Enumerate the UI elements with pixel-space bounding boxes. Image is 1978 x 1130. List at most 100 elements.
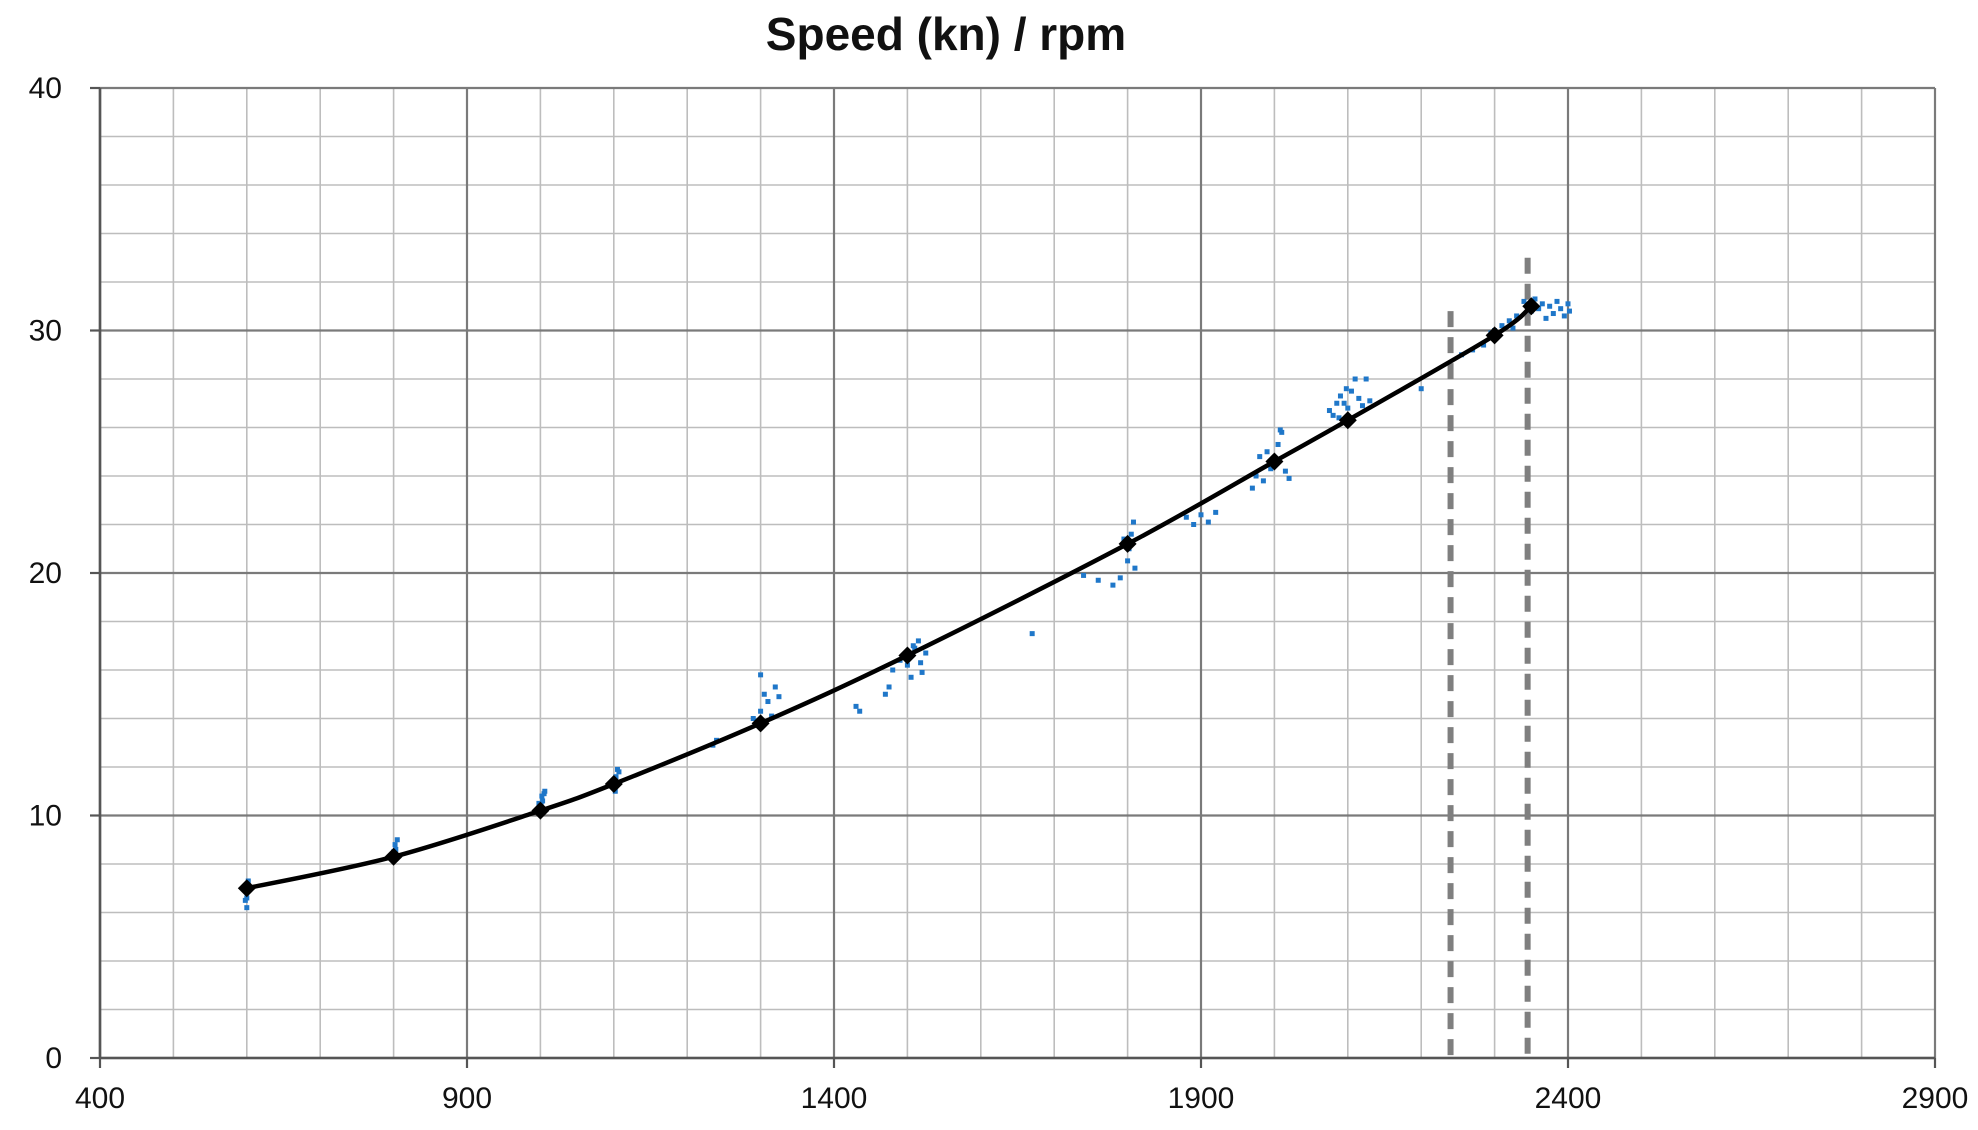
chart-title: Speed (kn) / rpm [766, 8, 1126, 60]
scatter-point [886, 684, 892, 690]
scatter-point [1277, 427, 1283, 433]
reference-lines [1447, 257, 1531, 1058]
scatter-point [1128, 531, 1134, 537]
scatter-point [1550, 311, 1556, 317]
scatter-point [1561, 313, 1567, 319]
scatter-point [772, 684, 778, 690]
scatter-point [1547, 303, 1553, 309]
scatter-point [758, 708, 764, 714]
scatter-point [1253, 473, 1259, 479]
scatter-point [616, 769, 622, 775]
scatter-point [758, 672, 764, 678]
y-tick-label: 10 [29, 800, 62, 833]
diamond-marker [751, 714, 770, 733]
diamond-marker [531, 801, 550, 820]
scatter-point [1275, 441, 1281, 447]
scatter-point [1330, 412, 1336, 418]
scatter-point [1536, 306, 1542, 312]
scatter-point [1198, 512, 1204, 518]
scatter-point [919, 669, 925, 675]
scatter-point [857, 708, 863, 714]
scatter-point [750, 716, 756, 721]
scatter-point [1117, 575, 1123, 581]
x-tick-label: 1400 [801, 1082, 868, 1115]
scatter-point [1356, 395, 1362, 401]
scatter-point [1367, 398, 1373, 404]
scatter-point [918, 660, 924, 666]
scatter-point [1183, 514, 1189, 520]
y-tick-label: 40 [29, 72, 62, 105]
curve-markers [237, 297, 1541, 898]
scatter-point [1348, 388, 1354, 394]
y-tick-label: 30 [29, 315, 62, 348]
scatter-point [1565, 301, 1571, 307]
scatter-point [1343, 386, 1349, 392]
diamond-marker [1485, 326, 1504, 345]
scatter-point [1326, 408, 1332, 414]
diamond-marker [1118, 534, 1137, 553]
y-tick-label: 0 [45, 1042, 62, 1075]
scatter-point [1029, 631, 1035, 637]
scatter-point [1110, 582, 1116, 588]
scatter-point [542, 788, 548, 794]
scatter-point [1554, 298, 1560, 304]
axes [90, 86, 1937, 1068]
scatter-point [613, 774, 619, 780]
scatter-point [853, 703, 859, 709]
scatter-point [1566, 308, 1572, 314]
scatter-point [539, 793, 545, 799]
y-tick-label: 20 [29, 557, 62, 590]
scatter-point [882, 691, 888, 697]
diamond-marker [604, 774, 623, 793]
scatter-point [1359, 403, 1365, 409]
scatter-point [910, 643, 916, 649]
scatter-point [1532, 296, 1538, 302]
scatter-point [1345, 405, 1351, 411]
y-tick-labels: 0 10 20 30 40 [29, 72, 62, 1075]
scatter-point [1336, 415, 1342, 421]
scatter-point [1341, 400, 1347, 406]
scatter-point [1132, 565, 1138, 571]
scatter-point [1205, 519, 1211, 525]
x-tick-label: 2900 [1902, 1082, 1969, 1115]
scatter-point [1499, 323, 1505, 329]
scatter-point [1081, 572, 1087, 578]
major-gridlines [98, 86, 1937, 1060]
scatter-point [1268, 466, 1274, 472]
scatter-point [1558, 306, 1564, 312]
scatter-point [1264, 449, 1270, 455]
diamond-marker [237, 879, 256, 898]
scatter-point [1352, 376, 1358, 382]
scatter-point [1191, 522, 1197, 527]
scatter-point [244, 905, 250, 911]
x-tick-label: 900 [442, 1082, 492, 1115]
x-tick-labels: 400 900 1400 1900 2400 2900 [75, 1082, 1968, 1115]
diamond-marker [1522, 297, 1541, 316]
scatter-point [923, 650, 929, 656]
scatter-point [1418, 386, 1424, 392]
x-tick-label: 2400 [1535, 1082, 1602, 1115]
scatter-point [1260, 478, 1266, 484]
scatter-point [242, 897, 248, 903]
scatter-point [1334, 400, 1340, 406]
scatter-point [776, 694, 782, 700]
scatter-point [1514, 313, 1520, 319]
scatter-point [1095, 577, 1101, 583]
diamond-marker [1265, 452, 1284, 471]
scatter-point [1286, 475, 1292, 481]
scatter-point [1130, 519, 1136, 525]
scatter-point [1506, 318, 1512, 324]
scatter-point [1213, 509, 1219, 515]
diamond-marker [898, 646, 917, 665]
scatter-point [394, 837, 400, 843]
diamond-marker [1338, 411, 1357, 430]
scatter-point [915, 638, 921, 644]
scatter-point [1282, 468, 1288, 474]
scatter-point [1539, 301, 1545, 307]
scatter-point [1481, 342, 1487, 348]
scatter-point [761, 691, 767, 697]
scatter-point [1543, 315, 1549, 321]
x-tick-label: 1900 [1168, 1082, 1235, 1115]
scatter-point [890, 667, 896, 673]
scatter-point [392, 842, 398, 848]
